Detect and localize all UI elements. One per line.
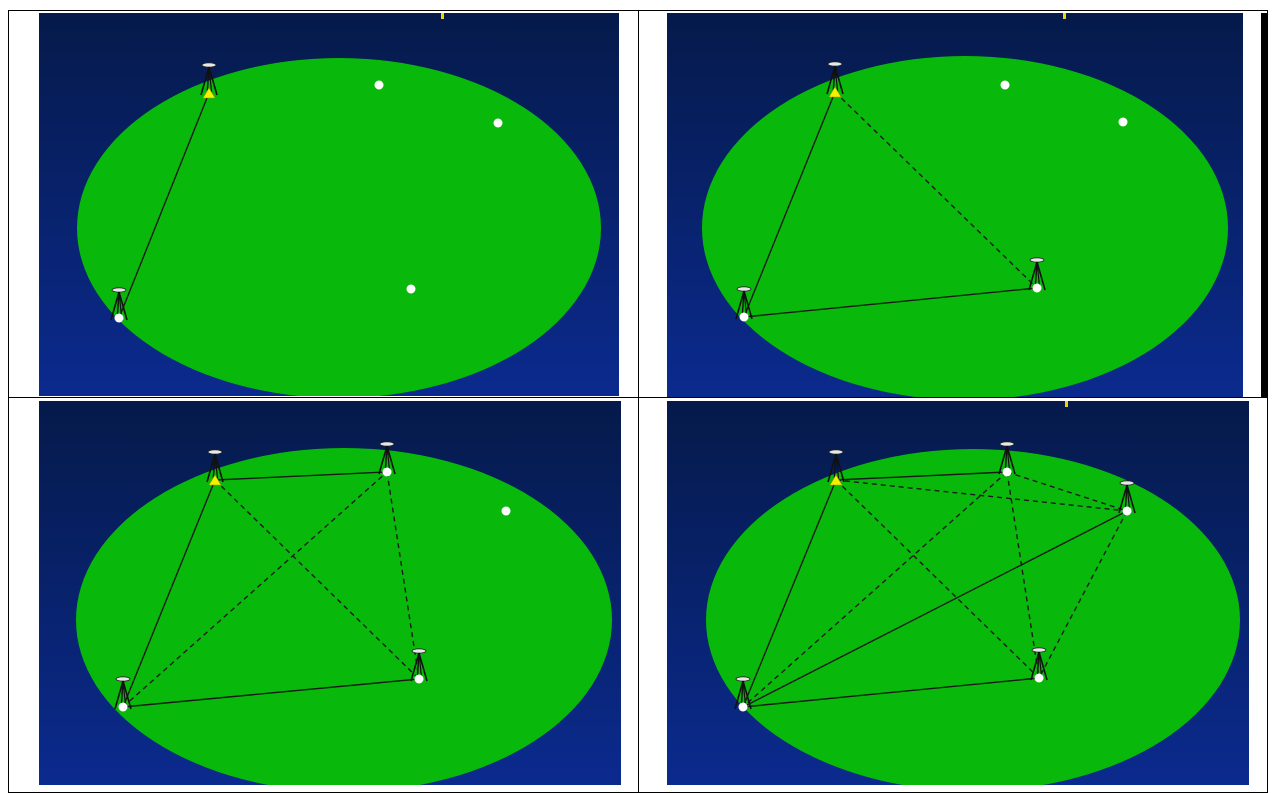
baseline-solid-AB bbox=[214, 471, 388, 481]
baseline-dashed-AD bbox=[214, 479, 420, 680]
baseline-dashed-BD bbox=[1005, 471, 1040, 679]
survey-point-icon bbox=[414, 674, 424, 684]
base-station-icon bbox=[827, 86, 842, 98]
survey-point-icon bbox=[406, 284, 416, 294]
survey-point-icon bbox=[114, 313, 124, 323]
diagram-panel-2 bbox=[666, 13, 1243, 397]
cell-top-left bbox=[8, 10, 639, 398]
baseline-dashed-BD bbox=[386, 471, 420, 680]
title-fragment-mark bbox=[441, 13, 444, 19]
baseline-dashed-BC bbox=[1006, 471, 1127, 512]
cell-top-right bbox=[637, 10, 1268, 398]
baseline-solid-ED bbox=[743, 287, 1037, 318]
baseline-dashed-AD bbox=[835, 479, 1039, 679]
diagram-panel-3 bbox=[39, 401, 621, 785]
survey-point-icon bbox=[1118, 117, 1127, 127]
baseline-solid-EC bbox=[742, 510, 1127, 708]
survey-point-icon bbox=[739, 312, 748, 322]
survey-area bbox=[76, 448, 612, 785]
figure-table bbox=[8, 10, 1268, 793]
tripod-icon bbox=[734, 286, 753, 321]
baseline-solid-AB bbox=[835, 471, 1007, 481]
base-station-icon bbox=[828, 474, 843, 486]
diagram-panel-4 bbox=[666, 401, 1249, 785]
baseline-solid-AE bbox=[741, 479, 837, 708]
baseline-dashed-EB bbox=[122, 471, 388, 708]
title-fragment-mark bbox=[1062, 13, 1066, 19]
survey-area bbox=[77, 58, 601, 396]
baseline-dashed-AD bbox=[834, 91, 1037, 289]
survey-area bbox=[701, 56, 1228, 397]
survey-point-icon bbox=[374, 80, 384, 90]
panel-border-strip bbox=[1261, 13, 1267, 397]
diagram-panel-1 bbox=[39, 13, 619, 396]
tripod-icon bbox=[378, 441, 396, 476]
tripod-icon bbox=[206, 449, 224, 484]
baseline-solid-AE bbox=[118, 92, 210, 319]
baseline-dashed-CD bbox=[1037, 510, 1128, 679]
survey-point-icon bbox=[382, 467, 392, 477]
title-fragment-mark bbox=[1064, 401, 1068, 407]
survey-point-icon bbox=[1032, 283, 1041, 293]
tripod-icon bbox=[200, 62, 218, 97]
baseline-solid-ED bbox=[742, 677, 1039, 708]
base-station-icon bbox=[202, 87, 216, 99]
baseline-dashed-AC bbox=[835, 479, 1127, 512]
survey-point-icon bbox=[1000, 80, 1009, 90]
survey-point-icon bbox=[1122, 506, 1131, 516]
survey-point-icon bbox=[738, 702, 747, 712]
baseline-solid-AE bbox=[122, 479, 216, 708]
survey-point-icon bbox=[1034, 673, 1043, 683]
survey-area bbox=[705, 449, 1240, 785]
survey-point-icon bbox=[118, 702, 128, 712]
survey-point-icon bbox=[1002, 467, 1011, 477]
baseline-solid-ED bbox=[122, 678, 420, 708]
survey-point-icon bbox=[501, 506, 511, 516]
base-station-icon bbox=[208, 474, 222, 486]
cell-bottom-right bbox=[637, 397, 1268, 793]
baseline-solid-AE bbox=[742, 91, 836, 318]
cell-bottom-left bbox=[8, 397, 639, 793]
baseline-dashed-BE bbox=[742, 471, 1007, 708]
survey-point-icon bbox=[493, 118, 503, 128]
